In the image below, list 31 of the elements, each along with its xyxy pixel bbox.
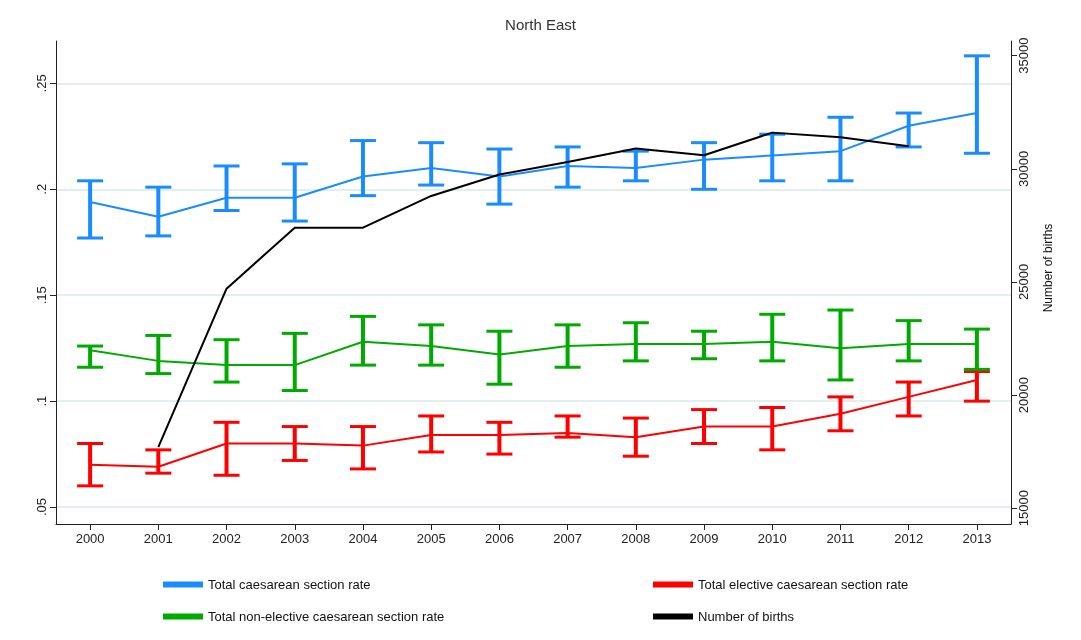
x-tick-label: 2004 [348,531,378,546]
x-tick-label: 2007 [553,531,583,546]
x-tick-label: 2008 [621,531,651,546]
legend-label: Number of births [698,609,795,624]
x-tick-label: 2011 [826,531,855,546]
y2-tick-label: 35000 [1016,37,1031,74]
y2-axis-title: Number of births [1041,223,1056,313]
x-tick-label: 2010 [757,531,787,546]
line-series [157,131,910,449]
y-tick-label: .15 [34,286,49,305]
x-tick-label: 2003 [280,531,310,546]
x-tick-label: 2000 [75,531,105,546]
x-tick-label: 2006 [484,531,514,546]
legend-label: Total caesarean section rate [208,577,371,592]
x-tick-label: 2005 [416,531,446,546]
x-tick-label: 2002 [212,531,241,546]
x-tick-label: 2001 [143,531,173,546]
y2-tick-label: 20000 [1016,376,1031,414]
y2-tick-label: 15000 [1016,490,1031,527]
chart-title: North East [505,16,577,33]
y2-tick-label: 25000 [1016,263,1031,301]
y-tick-label: .05 [34,498,49,517]
x-tick-label: 2009 [689,531,719,546]
x-tick-label: 2012 [894,531,924,546]
legend-label: Total elective caesarean section rate [698,577,909,592]
legend-label: Total non-elective caesarean section rate [208,609,445,624]
y2-tick-label: 30000 [1016,150,1031,187]
y-tick-label: .25 [34,74,49,93]
y-tick-label: .1 [34,395,49,407]
x-tick-label: 2013 [962,531,992,546]
y-tick-label: .2 [34,183,49,195]
